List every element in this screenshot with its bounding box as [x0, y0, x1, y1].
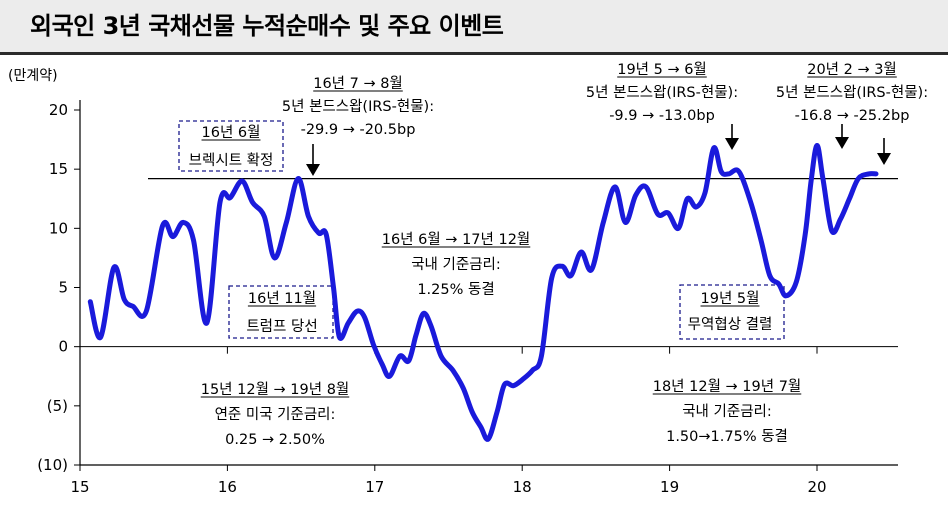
annotations: 16년 7 → 8월 5년 본드스왑(IRS-현물): -29.9 → -20.5b… — [178, 61, 928, 448]
y-tick-label: 15 — [49, 160, 68, 178]
title-bar: 외국인 3년 국채선물 누적순매수 및 주요 이벤트 — [0, 0, 948, 52]
annotation-text: -29.9 → -20.5bp — [301, 122, 416, 138]
x-tick-label: 18 — [513, 478, 532, 496]
annotation-text: 0.25 → 2.50% — [225, 432, 325, 448]
y-tick-label: (10) — [37, 456, 68, 474]
annotation-text: 15년 12월 → 19년 8월 — [201, 381, 350, 398]
annotation-text: 16년 11월 — [248, 290, 316, 307]
annotation-text: 국내 기준금리: — [682, 403, 772, 420]
y-tick-label: 10 — [49, 219, 68, 237]
arrow-marker — [877, 138, 891, 165]
annotation-a7: 20년 2 → 3월 5년 본드스왑(IRS-현물): -16.8 → -25.2b… — [776, 61, 928, 124]
arrow-head — [306, 164, 320, 176]
annotation-text: 무역협상 결렬 — [688, 316, 773, 333]
x-tick-label: 15 — [70, 478, 89, 496]
annotation-text: 16년 6월 → 17년 12월 — [382, 231, 531, 248]
annotation-text: 16년 6월 — [202, 124, 261, 141]
annotation-text: 브렉시트 확정 — [189, 152, 274, 169]
unit-label: (만계약) — [8, 68, 58, 84]
annotation-text: 연준 미국 기준금리: — [215, 406, 336, 423]
y-tick-label: 0 — [58, 338, 68, 356]
arrow-marker — [835, 124, 849, 149]
x-tick-label: 19 — [660, 478, 679, 496]
chart-title: 외국인 3년 국채선물 누적순매수 및 주요 이벤트 — [30, 12, 504, 40]
annotation-text: 19년 5 → 6월 — [617, 61, 707, 78]
annotation-text: 18년 12월 → 19년 7월 — [653, 378, 802, 395]
annotation-a1: 16년 7 → 8월 5년 본드스왑(IRS-현물): -29.9 → -20.5b… — [282, 75, 434, 138]
arrow-head — [877, 153, 891, 165]
annotation-text: 1.50→1.75% 동결 — [666, 428, 788, 445]
arrow-head — [725, 138, 739, 150]
annotation-box — [178, 120, 284, 172]
y-tick-label: (5) — [47, 397, 68, 415]
arrow-marker — [306, 144, 320, 176]
annotation-text: 5년 본드스왑(IRS-현물): — [282, 98, 434, 115]
annotation-text: 19년 5월 — [701, 290, 760, 307]
annotation-text: 20년 2 → 3월 — [807, 61, 897, 78]
annotation-text: 국내 기준금리: — [411, 256, 501, 273]
annotation-a6: 19년 5 → 6월 5년 본드스왑(IRS-현물): -9.9 → -13.0bp — [586, 61, 738, 124]
annotation-text: 트럼프 당선 — [246, 318, 317, 335]
y-tick-label: 20 — [49, 101, 68, 119]
annotation-text: 16년 7 → 8월 — [313, 75, 403, 92]
annotation-text: -16.8 → -25.2bp — [795, 108, 910, 124]
title-underline — [0, 52, 948, 55]
annotation-text: 5년 본드스왑(IRS-현물): — [586, 84, 738, 101]
arrow-marker — [725, 124, 739, 150]
arrow-head — [835, 137, 849, 149]
x-tick-label: 17 — [365, 478, 384, 496]
annotation-text: 1.25% 동결 — [417, 281, 494, 298]
y-tick-label: 5 — [58, 279, 68, 297]
series-line — [87, 142, 879, 442]
x-tick-label: 16 — [218, 478, 237, 496]
annotation-text: 5년 본드스왑(IRS-현물): — [776, 84, 928, 101]
annotation-text: -9.9 → -13.0bp — [609, 108, 715, 124]
annotation-box — [228, 285, 334, 339]
x-tick-label: 20 — [807, 478, 826, 496]
annotation-box — [679, 284, 785, 340]
